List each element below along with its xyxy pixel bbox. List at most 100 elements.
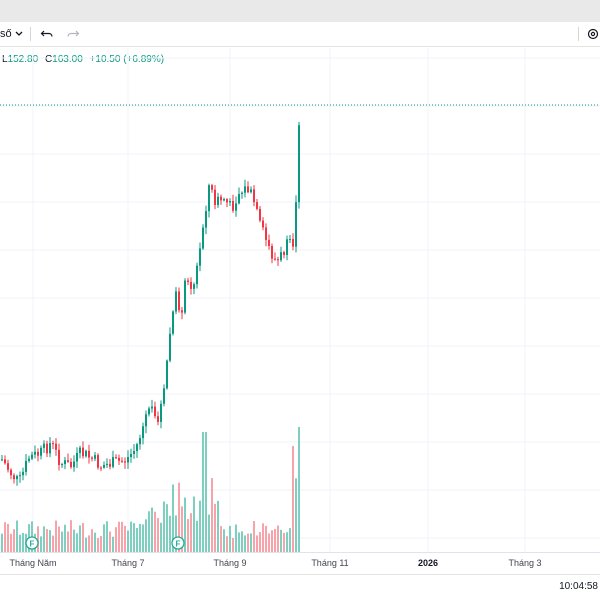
candle-body <box>154 406 156 417</box>
low-label: L <box>2 54 8 65</box>
volume-bar <box>79 525 81 552</box>
candle-body <box>205 211 207 228</box>
redo-icon[interactable] <box>66 26 80 42</box>
volume-bar <box>187 519 189 552</box>
candle-body <box>58 449 60 465</box>
volume-bar <box>151 507 153 552</box>
event-marker-label: F <box>30 540 35 549</box>
volume-bar <box>271 530 273 552</box>
event-marker-icon <box>171 536 185 550</box>
candle-body <box>283 252 285 255</box>
volume-bar <box>124 525 126 552</box>
volume-bar <box>52 535 54 552</box>
candle-body <box>130 453 132 458</box>
volume-bar <box>103 524 105 552</box>
candle-body <box>64 460 66 465</box>
volume-bar <box>280 529 282 552</box>
volume-bar <box>193 496 195 552</box>
volume-bar <box>238 532 240 552</box>
candle-body <box>79 447 81 453</box>
candle-body <box>40 447 42 456</box>
candle-body <box>166 360 168 389</box>
volume-bar <box>76 533 78 552</box>
candle-body <box>97 455 99 468</box>
volume-bar <box>217 500 219 552</box>
volume-bar <box>223 529 225 552</box>
volume-bar <box>130 521 132 552</box>
candle-body <box>4 459 6 464</box>
candle-body <box>280 252 282 261</box>
chevron-down-icon[interactable] <box>14 26 24 42</box>
candle-body <box>76 452 78 462</box>
volume-bar <box>166 504 168 552</box>
time-axis-label: Tháng 3 <box>508 558 542 568</box>
candle-body <box>193 284 195 289</box>
volume-bar <box>58 526 60 552</box>
candle-body <box>31 454 33 459</box>
candle-body <box>52 443 54 445</box>
candle-body <box>232 200 234 211</box>
volume-bar <box>262 523 264 552</box>
candle-body <box>199 248 201 266</box>
volume-bar <box>100 536 102 552</box>
candle-body <box>184 280 186 313</box>
candle-body <box>256 202 258 209</box>
volume-bar <box>136 528 138 552</box>
candle-body <box>19 475 21 477</box>
candle-body <box>148 408 150 415</box>
volume-bar <box>268 533 270 552</box>
candle-body <box>91 457 93 459</box>
volume-bar <box>163 501 165 552</box>
volume-bar <box>4 522 6 552</box>
volume-bar <box>115 527 117 552</box>
volume-bar <box>64 524 66 552</box>
candle-body <box>106 463 108 465</box>
candle-body <box>145 414 147 427</box>
volume-bar <box>154 511 156 552</box>
low-value: 152.80 <box>7 54 39 65</box>
candle-body <box>13 475 15 480</box>
volume-bar <box>274 529 276 552</box>
volume-bar <box>145 519 147 552</box>
candle-body <box>178 291 180 311</box>
candle-body <box>139 438 141 445</box>
candle-body <box>253 189 255 203</box>
candle-body <box>70 461 72 468</box>
toolbar-divider <box>30 27 31 41</box>
volume-bar <box>169 515 171 552</box>
time-axis-label: Tháng Năm <box>9 558 57 568</box>
event-marker-icon <box>25 536 39 550</box>
candle-body <box>187 280 189 283</box>
candle-body <box>247 186 249 193</box>
candle-body <box>238 193 240 204</box>
volume-bar <box>112 536 114 552</box>
toolbar-divider <box>578 27 579 41</box>
volume-bar <box>118 521 120 552</box>
time-axis-label: 2026 <box>417 558 439 568</box>
time-axis[interactable]: Tháng Năm Tháng 7 Tháng 9 Tháng 11 2026 Tháng… <box>0 552 600 575</box>
candle-body <box>43 443 45 448</box>
volume-bar <box>241 531 243 552</box>
candle-body <box>82 447 84 457</box>
candle-body <box>109 463 111 467</box>
undo-icon[interactable] <box>40 26 54 42</box>
candle-body <box>286 239 288 255</box>
volume-bar <box>7 523 9 552</box>
volume-bar <box>1 533 3 552</box>
volume-bar <box>289 528 291 552</box>
bottom-bar: 10:04:58 <box>0 574 600 601</box>
volume-bar <box>148 511 150 552</box>
candle-body <box>37 451 39 456</box>
candle-body <box>292 239 294 247</box>
interval-selector[interactable]: ső <box>0 26 12 42</box>
gear-icon[interactable] <box>586 26 600 42</box>
volume-bar <box>43 526 45 552</box>
candle-body <box>85 450 87 457</box>
volume-bar <box>178 482 180 552</box>
volume-bar <box>196 520 198 552</box>
candle-body <box>214 189 216 205</box>
volume-bar <box>133 523 135 552</box>
candle-body <box>157 416 159 422</box>
